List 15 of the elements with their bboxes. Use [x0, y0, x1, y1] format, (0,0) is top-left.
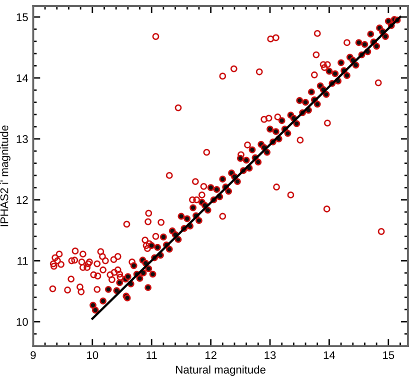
x-axis-title: Natural magnitude — [176, 365, 266, 376]
y-tick-label: 13 — [16, 135, 28, 144]
x-tick-label: 13 — [264, 351, 276, 360]
x-tick-label: 10 — [87, 351, 98, 360]
y-tick-label: 14 — [16, 74, 28, 82]
x-tick-label: 11 — [146, 351, 157, 359]
y-tick-label: 10 — [16, 318, 28, 326]
x-tick-label: 12 — [205, 351, 216, 359]
y-tick-label: 15 — [16, 13, 28, 22]
y-axis-title: IPHAS2 i' magnitude — [0, 125, 10, 226]
y-tick-label: 12 — [16, 196, 28, 204]
x-tick-label: 14 — [324, 351, 336, 359]
x-tick-label: 9 — [30, 351, 36, 360]
y-tick-label: 11 — [18, 257, 28, 265]
x-tick-label: 15 — [383, 351, 394, 360]
